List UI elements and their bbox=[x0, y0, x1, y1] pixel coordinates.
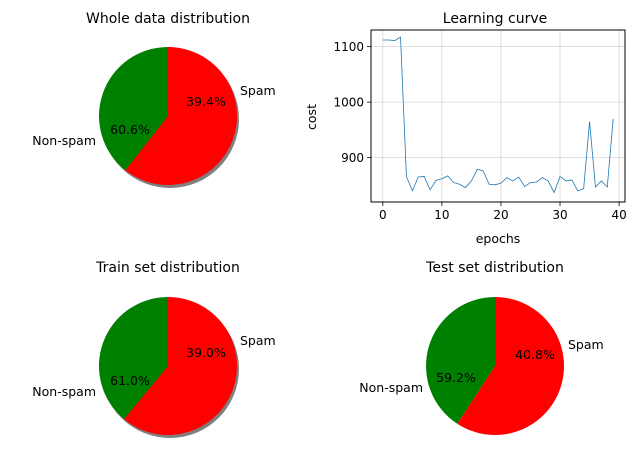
pie-test-label-nonspam: Non-spam bbox=[359, 380, 423, 395]
pie-whole-slice-non-spam bbox=[125, 47, 237, 186]
learning-curve-grid bbox=[371, 30, 625, 202]
pie-train-label-nonspam: Non-spam bbox=[32, 384, 96, 399]
pie-whole-label-spam: Spam bbox=[240, 83, 276, 98]
pie-train-slice-non-spam bbox=[124, 297, 237, 435]
x-tick-label: 40 bbox=[611, 208, 626, 222]
x-axis-label: epochs bbox=[476, 231, 521, 246]
pie-test-pct-nonspam: 59.2% bbox=[436, 370, 476, 385]
x-tick-label: 0 bbox=[379, 208, 387, 222]
pie-train-pct-nonspam: 61.0% bbox=[110, 373, 150, 388]
x-tick-label: 10 bbox=[434, 208, 449, 222]
pie-train-slice-spam bbox=[99, 297, 168, 420]
pie-train-label-spam: Spam bbox=[240, 333, 276, 348]
x-tick-label: 20 bbox=[493, 208, 508, 222]
y-tick-label: 1000 bbox=[333, 96, 364, 110]
pie-train-pct-spam: 39.0% bbox=[186, 345, 226, 360]
pie-train-slices bbox=[99, 297, 239, 438]
pie-test-slice-non-spam bbox=[457, 297, 564, 435]
learning-curve-chart: Learning curve 0 10 20 30 40 900 1000 1100 epoc… bbox=[304, 11, 627, 246]
chart-title-whole: Whole data distribution bbox=[86, 11, 250, 27]
pie-test: Test set distribution Spam Non-spam 40.8… bbox=[359, 260, 604, 435]
pie-whole-slice-spam bbox=[98, 47, 168, 171]
learning-curve-frame bbox=[370, 29, 626, 203]
pie-whole-label-nonspam: Non-spam bbox=[32, 133, 96, 148]
pie-whole-pct-spam: 39.4% bbox=[186, 94, 226, 109]
learning-curve-ticks: 0 10 20 30 40 900 1000 1100 bbox=[333, 40, 626, 222]
y-tick-label: 1100 bbox=[333, 40, 364, 54]
y-axis-label: cost bbox=[304, 104, 319, 130]
y-tick-label: 900 bbox=[341, 151, 364, 165]
pie-whole: Whole data distribution Spam Non-spam 39… bbox=[32, 11, 276, 188]
chart-title-train: Train set distribution bbox=[95, 260, 240, 276]
pie-whole-pct-nonspam: 60.6% bbox=[110, 122, 150, 137]
pie-test-slice-spam bbox=[426, 297, 495, 424]
pie-whole-slices bbox=[98, 47, 239, 188]
pie-test-slices bbox=[426, 297, 564, 435]
x-tick-label: 30 bbox=[552, 208, 567, 222]
chart-title-test: Test set distribution bbox=[425, 260, 564, 276]
chart-title-learning: Learning curve bbox=[443, 11, 547, 27]
pie-train: Train set distribution Spam Non-spam 39.… bbox=[32, 260, 276, 438]
pie-test-pct-spam: 40.8% bbox=[515, 347, 555, 362]
learning-curve-series bbox=[382, 36, 614, 194]
pie-test-label-spam: Spam bbox=[568, 337, 604, 352]
